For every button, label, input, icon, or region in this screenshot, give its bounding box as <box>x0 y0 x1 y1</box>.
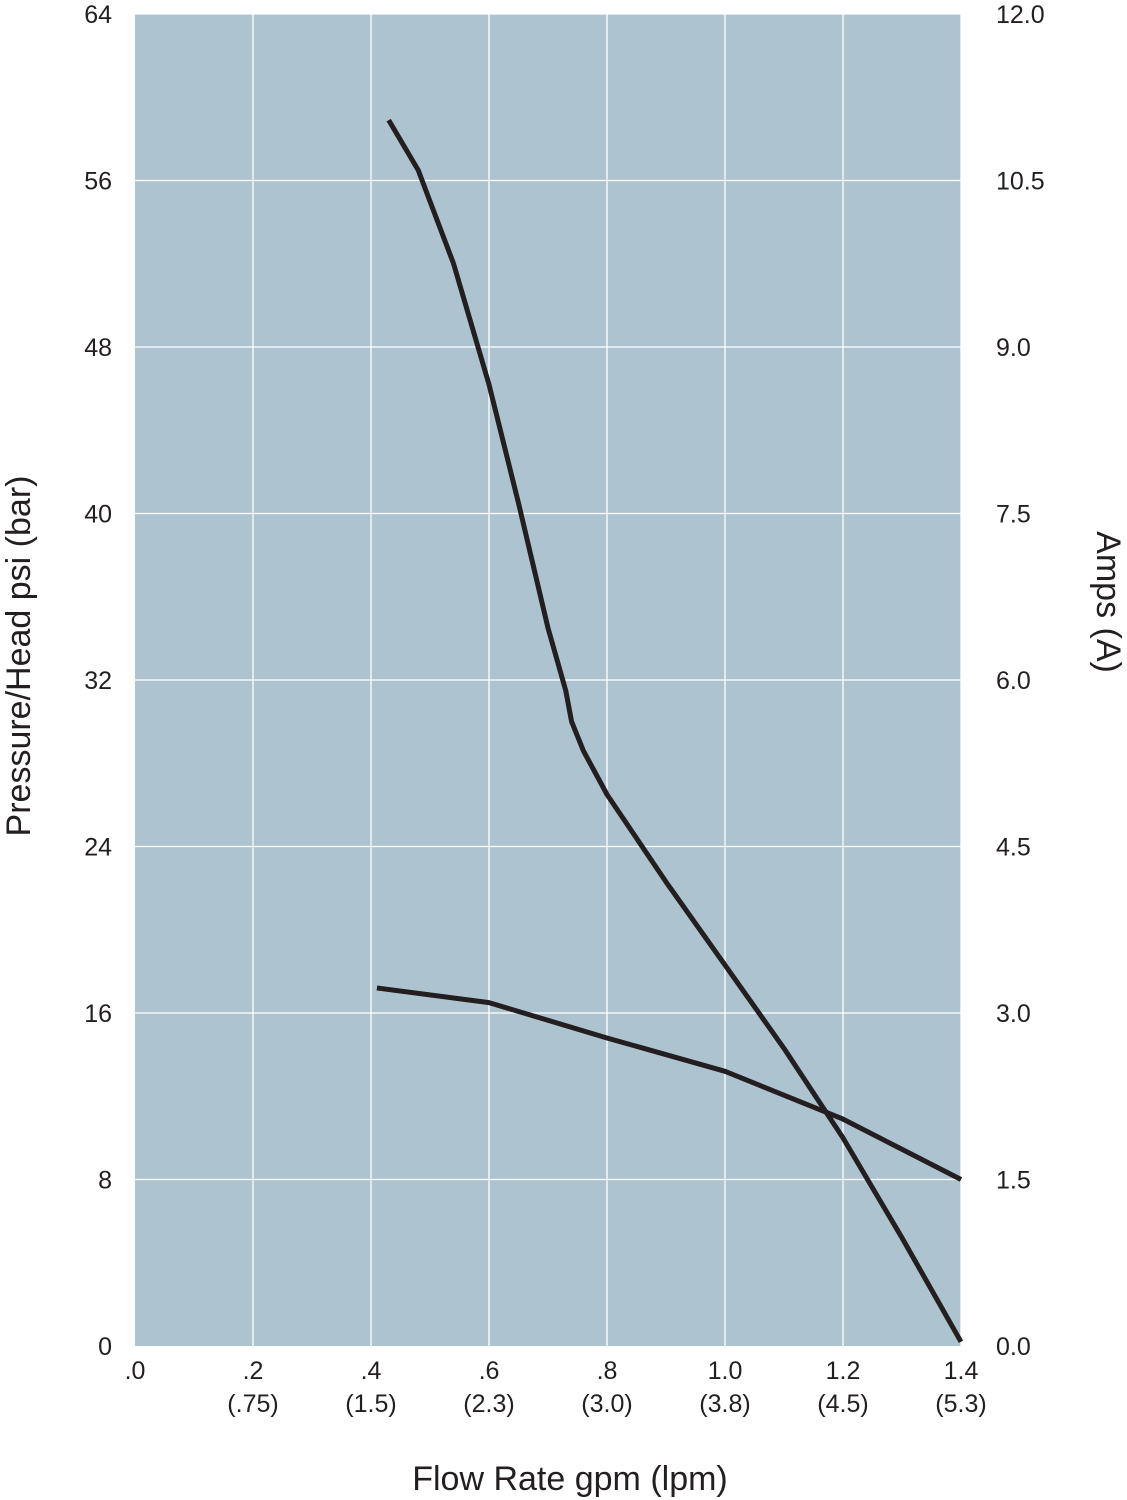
y-tick-label: 32 <box>84 667 112 695</box>
y2-tick-label: 3.0 <box>996 1000 1031 1028</box>
y2-axis-title: Amps (A) <box>1089 531 1127 673</box>
y-tick-label: 56 <box>84 168 112 196</box>
x-tick-sublabel: (4.5) <box>817 1390 868 1418</box>
amps-curve <box>376 985 963 1182</box>
x-tick-sublabel: (3.0) <box>581 1390 632 1418</box>
y-tick-label: 0 <box>98 1333 112 1361</box>
x-tick-sublabel: (.75) <box>227 1390 278 1418</box>
y2-tick-label: 7.5 <box>996 501 1031 529</box>
x-tick-label: 1.0 <box>708 1357 743 1385</box>
y-tick-label: 24 <box>84 834 112 862</box>
x-tick-label: .6 <box>479 1357 500 1385</box>
y-tick-label: 64 <box>84 1 112 29</box>
series-lines <box>376 118 964 1344</box>
y-axis-title: Pressure/Head psi (bar) <box>0 476 38 837</box>
y2-tick-label: 10.5 <box>996 168 1045 196</box>
y-tick-label: 8 <box>98 1167 112 1195</box>
x-tick-label: .8 <box>597 1357 618 1385</box>
gridlines <box>135 13 962 1346</box>
y2-tick-label: 0.0 <box>996 1333 1031 1361</box>
tick-labels: .0 .2 (.75) .4 (1.5) .6 (2.3) .8 (3.0) 1.0 (3.8) 1.… <box>84 1 1044 1418</box>
y2-tick-label: 6.0 <box>996 667 1031 695</box>
pressure-curve <box>386 118 964 1344</box>
y2-tick-label: 1.5 <box>996 1167 1031 1195</box>
x-tick-sublabel: (1.5) <box>345 1390 396 1418</box>
x-tick-label: .4 <box>361 1357 382 1385</box>
x-tick-label: .2 <box>243 1357 264 1385</box>
x-tick-sublabel: (5.3) <box>935 1390 986 1418</box>
y-tick-label: 48 <box>84 334 112 362</box>
y2-tick-label: 4.5 <box>996 834 1031 862</box>
y-tick-label: 40 <box>84 501 112 529</box>
y2-tick-label: 12.0 <box>996 1 1045 29</box>
x-axis-title: Flow Rate gpm (lpm) <box>412 1460 728 1498</box>
y-tick-label: 16 <box>84 1000 112 1028</box>
x-tick-label: 1.2 <box>826 1357 861 1385</box>
x-tick-label: .0 <box>125 1357 146 1385</box>
x-tick-sublabel: (2.3) <box>463 1390 514 1418</box>
x-tick-label: 1.4 <box>944 1357 979 1385</box>
y2-tick-label: 9.0 <box>996 334 1031 362</box>
x-tick-sublabel: (3.8) <box>699 1390 750 1418</box>
